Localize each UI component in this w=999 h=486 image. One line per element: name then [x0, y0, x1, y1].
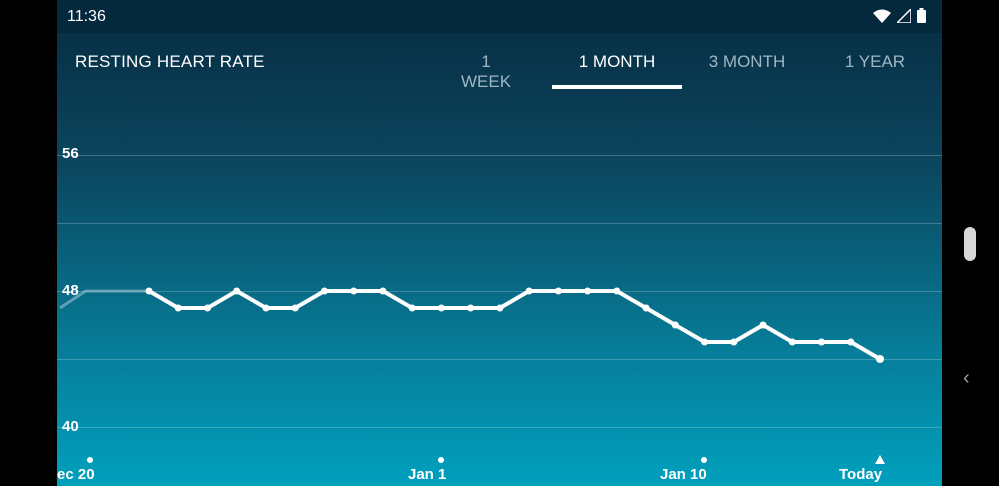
data-point[interactable] [350, 287, 358, 295]
wifi-icon [873, 9, 891, 23]
data-point[interactable] [233, 287, 241, 295]
x-tick-label: ec 20 [57, 466, 95, 483]
data-point[interactable] [145, 287, 153, 295]
battery-icon [917, 8, 926, 23]
data-point[interactable] [759, 321, 767, 329]
x-tick-label: Jan 1 [408, 466, 447, 483]
y-tick-label: 40 [62, 418, 79, 435]
tab-1-month[interactable]: 1 MONTH [578, 52, 656, 71]
data-point[interactable] [525, 287, 533, 295]
x-tick-dot [438, 457, 444, 463]
signal-icon [897, 8, 911, 23]
back-chevron-icon[interactable]: ‹ [963, 367, 970, 389]
data-point[interactable] [671, 321, 679, 329]
data-point[interactable] [204, 304, 211, 312]
gridline [57, 155, 942, 156]
data-point[interactable] [554, 287, 562, 295]
y-tick-label: 48 [62, 282, 79, 299]
data-point[interactable] [818, 338, 825, 346]
gridline [57, 223, 942, 224]
data-point[interactable] [379, 287, 387, 295]
heart-rate-line-chart [59, 287, 884, 363]
data-point[interactable] [847, 338, 855, 346]
status-icons [873, 8, 926, 23]
data-point[interactable] [701, 338, 709, 346]
series-line [147, 289, 882, 361]
y-tick-label: 56 [62, 145, 79, 162]
data-point[interactable] [584, 287, 592, 295]
data-point[interactable] [613, 287, 621, 295]
x-tick-label: Jan 10 [660, 466, 707, 483]
data-point[interactable] [262, 304, 270, 312]
data-point[interactable] [320, 287, 328, 295]
tab-1-week[interactable]: 1 WEEK [460, 52, 512, 91]
status-bar: 11:36 [57, 0, 942, 33]
today-marker-icon [875, 455, 885, 464]
scroll-handle[interactable] [964, 227, 976, 261]
data-point[interactable] [467, 304, 475, 312]
data-point[interactable] [437, 304, 445, 312]
data-point[interactable] [291, 304, 299, 312]
x-tick-label: Today [839, 466, 883, 483]
data-point[interactable] [642, 304, 650, 312]
data-point[interactable] [496, 304, 504, 312]
tab-3-month[interactable]: 3 MONTH [708, 52, 786, 71]
active-tab-indicator [552, 85, 682, 89]
app-screen: 11:36 RESTING HEART RATE 1 WEEK 1 MONTH … [57, 0, 942, 486]
gridline [57, 291, 942, 292]
data-point[interactable] [876, 355, 884, 363]
faded-line-segment [59, 289, 149, 310]
tab-1-year[interactable]: 1 YEAR [844, 52, 906, 71]
header: RESTING HEART RATE 1 WEEK 1 MONTH 3 MONT… [57, 33, 942, 91]
x-tick-dot [701, 457, 707, 463]
gridline [57, 359, 942, 360]
page-title: RESTING HEART RATE [75, 52, 265, 71]
gridline [57, 427, 942, 428]
clock: 11:36 [67, 8, 106, 25]
x-tick-dot [87, 457, 93, 463]
data-point[interactable] [408, 304, 416, 312]
data-point[interactable] [788, 338, 796, 346]
data-point[interactable] [730, 338, 738, 346]
data-point[interactable] [174, 304, 182, 312]
